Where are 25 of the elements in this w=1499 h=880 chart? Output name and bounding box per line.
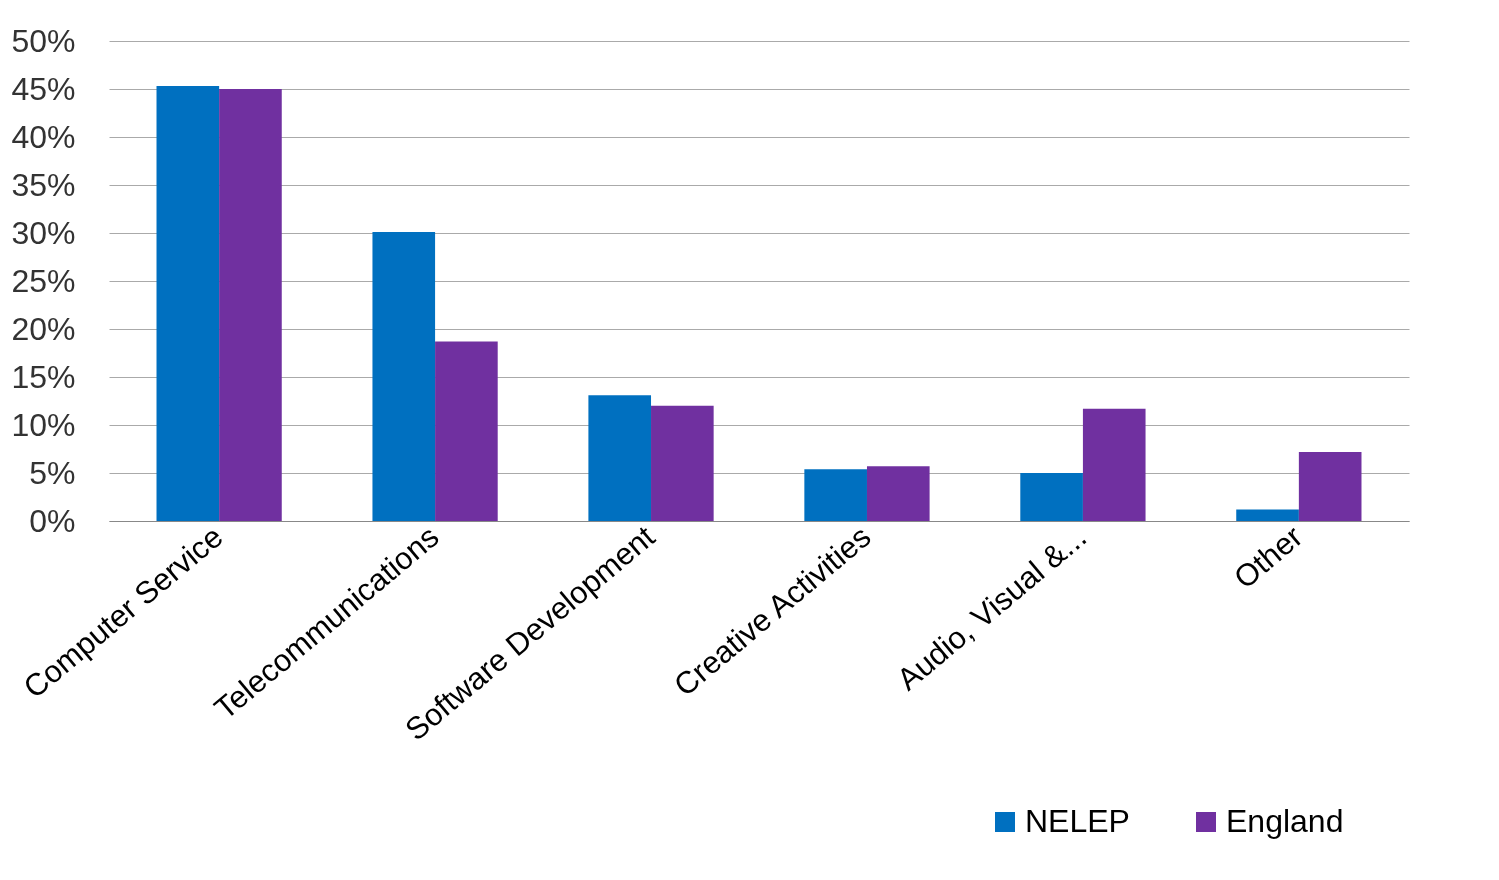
y-tick-label: 50% [11,22,76,59]
y-tick-label: 20% [11,310,76,347]
y-tick-label: 45% [11,70,76,107]
bar [588,395,652,521]
y-tick-label: 10% [11,406,76,443]
bar [1236,509,1299,521]
bar [651,405,714,521]
y-tick-label: 15% [11,358,76,395]
bar [219,89,282,521]
bar [435,341,498,521]
bar [372,232,436,521]
bar [1020,473,1083,521]
y-tick-label: 5% [29,454,76,491]
bar [1298,451,1362,521]
legend-label: England [1226,803,1344,839]
legend-label: NELEP [1025,803,1130,839]
bar [1082,408,1146,521]
y-tick-label: 30% [11,214,76,251]
y-tick-label: 25% [11,262,76,299]
bar [156,86,220,521]
y-tick-label: 35% [11,166,76,203]
y-tick-label: 40% [11,118,76,155]
bar [804,469,867,521]
y-tick-label: 0% [29,502,76,539]
bar [866,466,930,521]
